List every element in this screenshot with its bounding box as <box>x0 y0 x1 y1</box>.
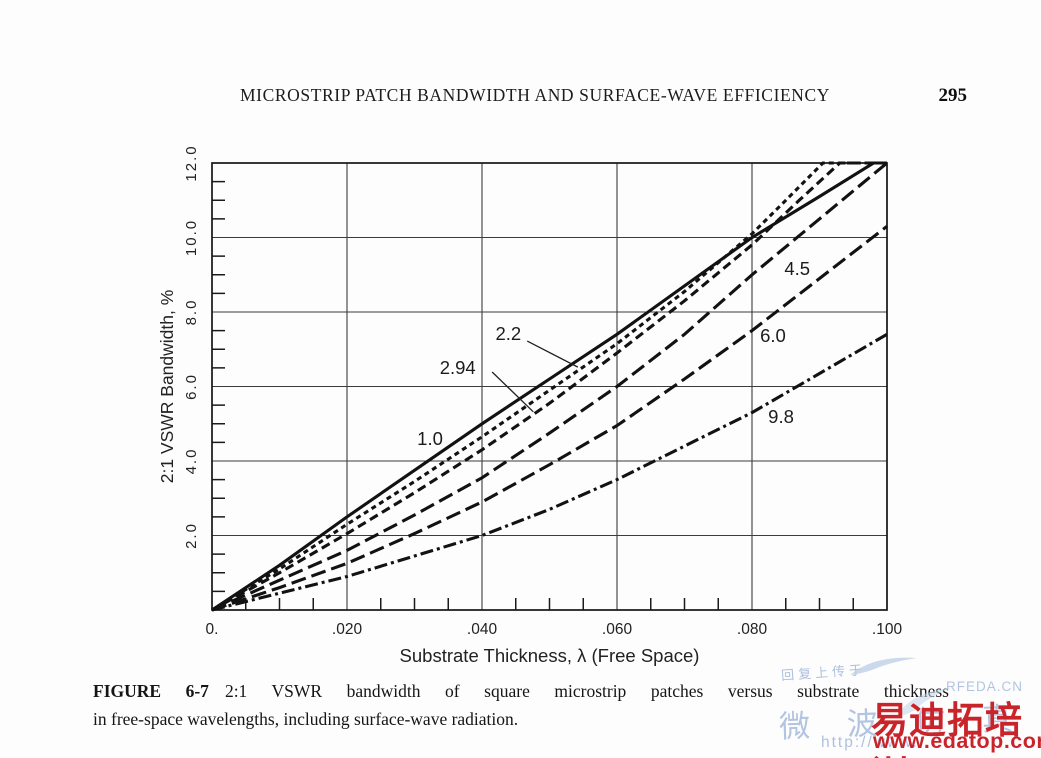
figure-caption: FIGURE 6-7 2:1 VSWR bandwidth of square m… <box>93 678 949 733</box>
x-tick-label: .080 <box>737 621 768 638</box>
y-tick-label: 6.0 <box>183 373 200 400</box>
caption-line-2: in free-space wavelengths, including sur… <box>93 708 519 729</box>
x-tick-label: .020 <box>332 621 363 638</box>
curve-eps-6.0 <box>211 225 888 612</box>
x-tick-label: .040 <box>467 621 498 638</box>
x-tick-label: .100 <box>872 621 903 638</box>
y-tick-label: 4.0 <box>183 448 200 475</box>
curve-labels: 1.0 2.2 2.94 4.5 6.0 9.8 <box>417 258 810 449</box>
curve-label-1.0: 1.0 <box>417 428 443 449</box>
curve-eps-9.8 <box>211 332 888 612</box>
curve-label-2.2: 2.2 <box>495 323 521 344</box>
curve-label-4.5: 4.5 <box>784 258 810 279</box>
figure-label: FIGURE 6-7 <box>93 681 209 701</box>
caption-line-1: FIGURE 6-7 2:1 VSWR bandwidth of square m… <box>93 678 949 706</box>
curve-eps-4.5 <box>211 161 888 612</box>
caption-text: 2:1 VSWR bandwidth of square microstrip … <box>224 681 949 701</box>
page-number: 295 <box>938 85 968 106</box>
y-axis-title: 2:1 VSWR Bandwidth, % <box>157 290 177 484</box>
curve-eps-2.2 <box>211 161 887 612</box>
curve-label-6.0: 6.0 <box>760 325 786 346</box>
running-header: MICROSTRIP PATCH BANDWIDTH AND SURFACE-W… <box>240 85 967 107</box>
y-tick-label: 8.0 <box>183 299 200 326</box>
axis-labels: 0. .020 .040 .060 .080 .100 2.0 4.0 6.0 8.0 10.0 12… <box>157 144 902 666</box>
curves <box>211 161 888 612</box>
y-tick-label: 12.0 <box>183 144 200 181</box>
label-leader-line <box>491 371 534 413</box>
header-title: MICROSTRIP PATCH BANDWIDTH AND SURFACE-W… <box>240 85 831 105</box>
curve-label-2.94: 2.94 <box>440 357 476 378</box>
x-tick-label: 0. <box>206 621 219 638</box>
y-tick-label: 2.0 <box>183 522 200 549</box>
curve-eps-2.94 <box>211 161 887 612</box>
axis-ticks <box>212 180 854 610</box>
curve-label-9.8: 9.8 <box>768 406 794 427</box>
label-leader-line <box>526 340 579 368</box>
x-tick-label: .060 <box>602 621 633 638</box>
x-axis-title: Substrate Thickness, λ (Free Space) <box>400 645 700 666</box>
plot-border <box>211 162 888 611</box>
curve-eps-1.0 <box>211 161 887 612</box>
y-tick-label: 10.0 <box>183 219 200 256</box>
